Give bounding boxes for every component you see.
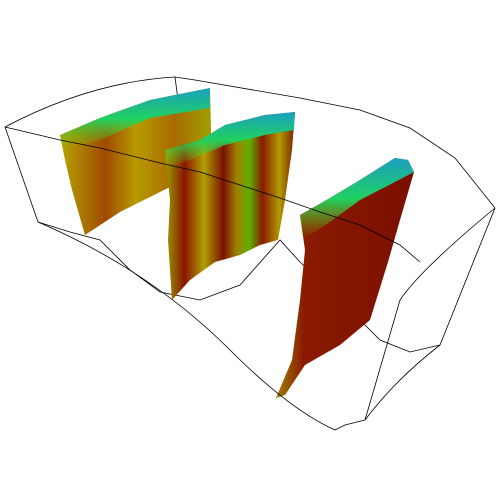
curtain-1 bbox=[60, 88, 212, 235]
curtain-2 bbox=[165, 112, 295, 300]
wireframe-back bbox=[4, 76, 496, 353]
curtain-3 bbox=[276, 158, 414, 398]
wireframe-front bbox=[4, 126, 496, 431]
